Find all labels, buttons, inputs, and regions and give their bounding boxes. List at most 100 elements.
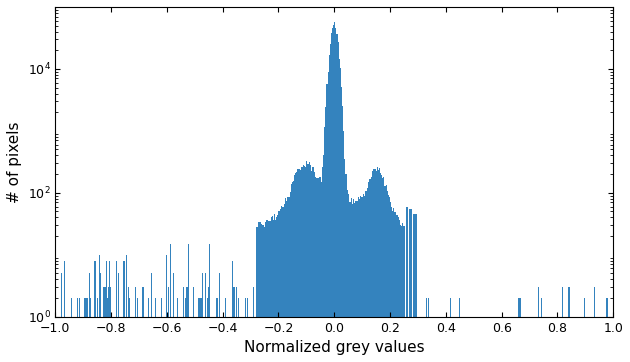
Bar — [185, 298, 186, 362]
Bar — [102, 317, 103, 362]
Bar — [533, 317, 534, 362]
Bar — [247, 298, 248, 362]
Bar — [301, 167, 302, 362]
Bar — [387, 191, 388, 362]
Bar — [129, 298, 130, 362]
Bar — [358, 197, 359, 362]
Bar — [286, 201, 287, 362]
Bar — [260, 222, 261, 362]
Bar — [315, 177, 316, 362]
Bar — [319, 177, 320, 362]
Bar — [426, 298, 427, 362]
Bar — [372, 171, 374, 362]
Bar — [401, 227, 403, 362]
Bar — [450, 298, 451, 362]
Bar — [225, 298, 226, 362]
Bar — [396, 215, 397, 362]
Bar — [89, 273, 90, 362]
Bar — [377, 167, 378, 362]
Bar — [415, 214, 416, 362]
Bar — [459, 298, 461, 362]
Bar — [341, 87, 342, 362]
Bar — [328, 72, 329, 362]
Y-axis label: # of pixels: # of pixels — [7, 121, 22, 203]
Bar — [456, 317, 457, 362]
Bar — [246, 317, 247, 362]
Bar — [336, 34, 338, 362]
Bar — [382, 178, 383, 362]
Bar — [519, 298, 520, 362]
Bar — [406, 206, 407, 362]
Bar — [383, 177, 384, 362]
Bar — [277, 215, 278, 362]
Bar — [339, 59, 340, 362]
Bar — [290, 192, 291, 362]
Bar — [592, 317, 593, 362]
Bar — [304, 166, 306, 362]
Bar — [216, 298, 217, 362]
Bar — [316, 178, 318, 362]
Bar — [375, 171, 377, 362]
Bar — [157, 317, 158, 362]
Bar — [326, 84, 328, 362]
Bar — [272, 216, 273, 362]
Bar — [79, 298, 80, 362]
Bar — [170, 244, 171, 362]
Bar — [144, 317, 145, 362]
Bar — [118, 273, 119, 362]
Bar — [99, 255, 100, 362]
Bar — [294, 176, 295, 362]
Bar — [202, 273, 203, 362]
Bar — [416, 214, 417, 362]
Bar — [106, 298, 108, 362]
Bar — [371, 177, 372, 362]
Bar — [168, 287, 169, 362]
Bar — [212, 317, 213, 362]
Bar — [199, 298, 200, 362]
Bar — [109, 261, 110, 362]
Bar — [181, 317, 183, 362]
Bar — [226, 317, 227, 362]
Bar — [248, 317, 249, 362]
Bar — [498, 317, 500, 362]
Bar — [234, 287, 235, 362]
Bar — [113, 317, 115, 362]
Bar — [238, 298, 239, 362]
Bar — [274, 214, 275, 362]
Bar — [71, 298, 72, 362]
Bar — [318, 178, 319, 362]
Bar — [352, 204, 353, 362]
Bar — [324, 127, 325, 362]
Bar — [64, 261, 66, 362]
Bar — [90, 298, 91, 362]
Bar — [266, 220, 267, 362]
Bar — [451, 317, 452, 362]
Bar — [541, 298, 542, 362]
Bar — [229, 317, 231, 362]
Bar — [397, 215, 398, 362]
Bar — [306, 161, 307, 362]
Bar — [320, 177, 321, 362]
Bar — [428, 298, 429, 362]
Bar — [241, 317, 242, 362]
Bar — [355, 201, 357, 362]
Bar — [253, 287, 254, 362]
Bar — [76, 317, 77, 362]
Bar — [400, 225, 401, 362]
Bar — [340, 68, 341, 362]
Bar — [392, 211, 393, 362]
Bar — [338, 42, 339, 362]
Bar — [121, 317, 122, 362]
Bar — [394, 212, 396, 362]
Bar — [504, 317, 505, 362]
Bar — [173, 273, 174, 362]
Bar — [612, 317, 613, 362]
Bar — [365, 191, 367, 362]
Bar — [411, 209, 413, 362]
Bar — [583, 317, 584, 362]
Bar — [329, 43, 331, 362]
Bar — [94, 261, 96, 362]
Bar — [258, 222, 260, 362]
Bar — [116, 261, 117, 362]
Bar — [251, 317, 252, 362]
